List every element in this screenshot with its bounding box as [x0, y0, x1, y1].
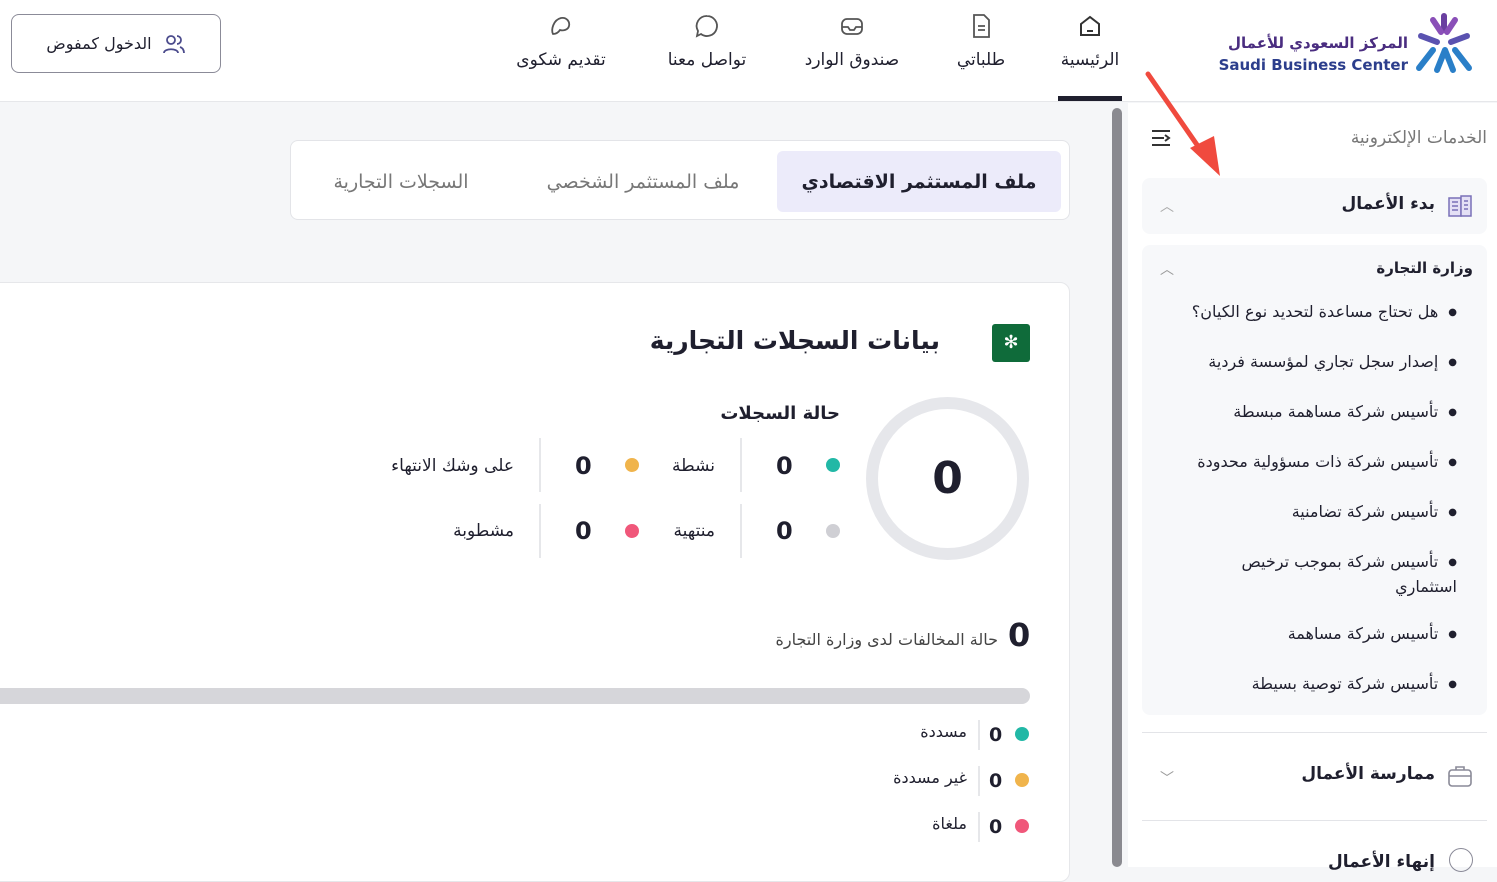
complaint-icon [551, 16, 571, 35]
brand-name-en: Saudi Business Center [1218, 56, 1408, 74]
chevron-up-icon: ︿ [1160, 199, 1174, 215]
status-title: حالة السجلات [720, 403, 840, 424]
saudi-emblem-icon: ✻ [992, 324, 1030, 362]
nav-label: تواصل معنا [667, 50, 747, 70]
nav-inbox[interactable]: صندوق الوارد [792, 12, 912, 70]
nav-complaint[interactable]: تقديم شكوى [501, 12, 621, 70]
legend-dot [1015, 773, 1029, 787]
service-link[interactable]: تأسيس شركة مساهمة [1288, 622, 1457, 647]
tab-commercial-records[interactable]: السجلات التجارية [333, 170, 469, 193]
commercial-records-card [0, 282, 1070, 882]
status-dot [625, 524, 639, 538]
divider [978, 766, 980, 796]
violations-progress-bar [0, 688, 1030, 704]
status-value: 0 [776, 452, 793, 480]
nav-label: تقديم شكوى [516, 50, 606, 70]
group-title[interactable]: وزارة التجارة [1376, 259, 1473, 277]
chat-icon [695, 15, 718, 38]
section-label: إنهاء الأعمال [1327, 852, 1435, 872]
section-start-business[interactable]: بدء الأعمال ︿ [1142, 178, 1487, 234]
users-icon [162, 34, 185, 53]
service-link[interactable]: تأسيس شركة تضامنية [1292, 500, 1457, 525]
building-icon [1448, 195, 1472, 217]
records-total: 0 [932, 453, 963, 504]
chevron-down-icon: ﹀ [1160, 771, 1174, 787]
status-label: نشطة [672, 456, 715, 476]
profile-tabs: ملف المستثمر الاقتصادي ملف المستثمر الشخ… [290, 140, 1070, 220]
violations-label: حالة المخالفات لدى وزارة التجارة [775, 630, 998, 649]
sidebar-scrollbar[interactable] [1112, 108, 1122, 867]
annotation-arrow [1145, 71, 1220, 176]
section-practice-business[interactable]: ممارسة الأعمال ﹀ [1142, 740, 1487, 812]
chevron-up-icon[interactable]: ︿ [1160, 262, 1174, 278]
service-link[interactable]: إصدار سجل تجاري لمؤسسة فردية [1208, 350, 1457, 375]
divider [539, 438, 541, 492]
divider [539, 504, 541, 558]
status-dot [826, 524, 840, 538]
section-end-business[interactable]: إنهاء الأعمال [1142, 840, 1487, 880]
nav-label: طلباتي [956, 50, 1006, 70]
brand-name-ar: المركز السعودي للأعمال [1228, 34, 1408, 52]
legend-label: غير مسددة [893, 768, 967, 787]
login-as-delegate-button[interactable]: الدخول كمفوض [11, 14, 221, 73]
status-label: على وشك الانتهاء [391, 456, 514, 476]
legend-label: مسددة [920, 722, 967, 741]
section-label: بدء الأعمال [1341, 194, 1435, 214]
legend-value: 0 [989, 816, 1003, 838]
collapse-menu-icon[interactable] [1150, 128, 1172, 148]
nav-home[interactable]: الرئيسية [1030, 12, 1150, 70]
status-dot [625, 458, 639, 472]
service-link[interactable]: تأسيس شركة ذات مسؤولية محدودة [1197, 450, 1457, 475]
legend-dot [1015, 727, 1029, 741]
legend-value: 0 [989, 724, 1003, 746]
records-total-ring: 0 [866, 397, 1029, 560]
status-value: 0 [575, 452, 592, 480]
status-dot [826, 458, 840, 472]
legend-label: ملغاة [932, 814, 967, 833]
sbc-logo-icon [1416, 13, 1472, 73]
active-nav-indicator [1058, 96, 1122, 101]
nav-contact-us[interactable]: تواصل معنا [647, 12, 767, 70]
divider [740, 438, 742, 492]
status-label: منتهية [673, 521, 715, 541]
divider [1142, 732, 1487, 733]
service-link[interactable]: تأسيس شركة توصية بسيطة [1252, 672, 1457, 697]
home-icon [1080, 15, 1100, 36]
nav-label: الرئيسية [1060, 50, 1120, 70]
status-value: 0 [575, 517, 592, 545]
tab-personal-investor[interactable]: ملف المستثمر الشخصي [546, 170, 740, 193]
status-label: مشطوبة [453, 521, 514, 541]
inbox-icon [841, 18, 863, 35]
records-title: بيانات السجلات التجارية [649, 326, 940, 355]
login-label: الدخول كمفوض [46, 34, 152, 53]
briefcase-icon [1448, 766, 1472, 787]
divider [740, 504, 742, 558]
logo[interactable]: المركز السعودي للأعمال Saudi Business Ce… [1219, 12, 1480, 76]
nav-my-requests[interactable]: طلباتي [921, 12, 1041, 70]
divider [1142, 820, 1487, 821]
nav-label: صندوق الوارد [804, 50, 900, 70]
divider [978, 720, 980, 750]
service-link[interactable]: هل تحتاج مساعدة لتحديد نوع الكيان؟ [1192, 300, 1457, 325]
tab-economic-investor[interactable]: ملف المستثمر الاقتصادي [777, 151, 1061, 212]
legend-value: 0 [989, 770, 1003, 792]
violations-count: 0 [1008, 616, 1031, 654]
sidebar-title: الخدمات الإلكترونية [1350, 128, 1487, 148]
document-icon [973, 14, 990, 38]
service-link[interactable]: تأسيس شركة مساهمة مبسطة [1233, 400, 1457, 425]
top-header: المركز السعودي للأعمال Saudi Business Ce… [0, 0, 1497, 102]
service-link[interactable]: تأسيس شركة بموجب ترخيص استثماري [1217, 550, 1457, 599]
status-value: 0 [776, 517, 793, 545]
legend-dot [1015, 819, 1029, 833]
close-circle-icon [1449, 848, 1473, 872]
divider [978, 812, 980, 842]
section-label: ممارسة الأعمال [1301, 764, 1435, 784]
